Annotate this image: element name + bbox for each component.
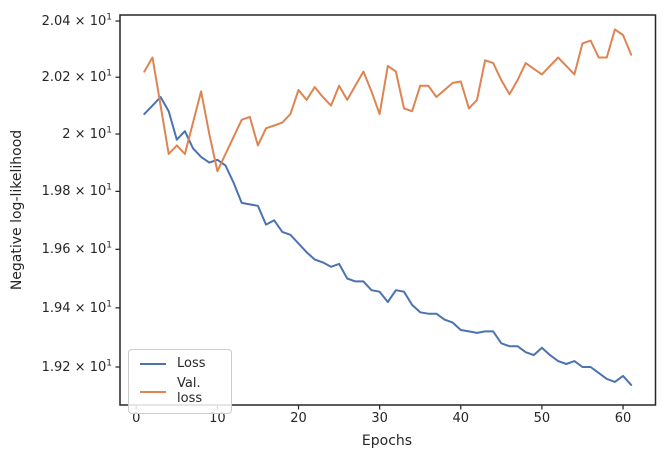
y-tick-label: 1.98 × 101 [41,182,112,200]
x-tick-label: 50 [533,411,551,426]
y-tick-label: 1.94 × 101 [41,299,112,316]
val-loss-line-swatch [140,390,166,393]
y-tick-label: 2 × 101 [62,125,112,142]
x-tick-label: 0 [132,411,141,426]
y-tick-label: 2.02 × 101 [41,68,112,86]
y-tick-label: 1.96 × 101 [41,240,112,258]
x-tick-label: 20 [290,411,307,426]
y-tick-label: 2.04 × 101 [41,12,112,29]
y-axis-title: Negative log-likelihood [9,129,25,291]
legend: Loss Val. loss [128,349,232,414]
x-tick-label: 60 [614,411,632,426]
legend-entry-val-loss: Val. loss [140,377,225,406]
x-tick-label: 10 [209,411,226,426]
legend-entry-loss: Loss [140,356,225,371]
y-tick-label: 1.92 × 101 [41,358,112,375]
legend-label-loss: Loss [177,356,206,371]
val-loss-line [143,28,633,173]
loss-line-swatch [140,363,166,366]
x-tick-label: 40 [452,411,470,426]
x-tick-label: 30 [371,411,388,426]
x-axis-title: Epochs [361,433,413,449]
loss-line [143,96,633,386]
legend-label-val-loss: Val. loss [177,376,203,406]
plot-border [119,14,657,406]
